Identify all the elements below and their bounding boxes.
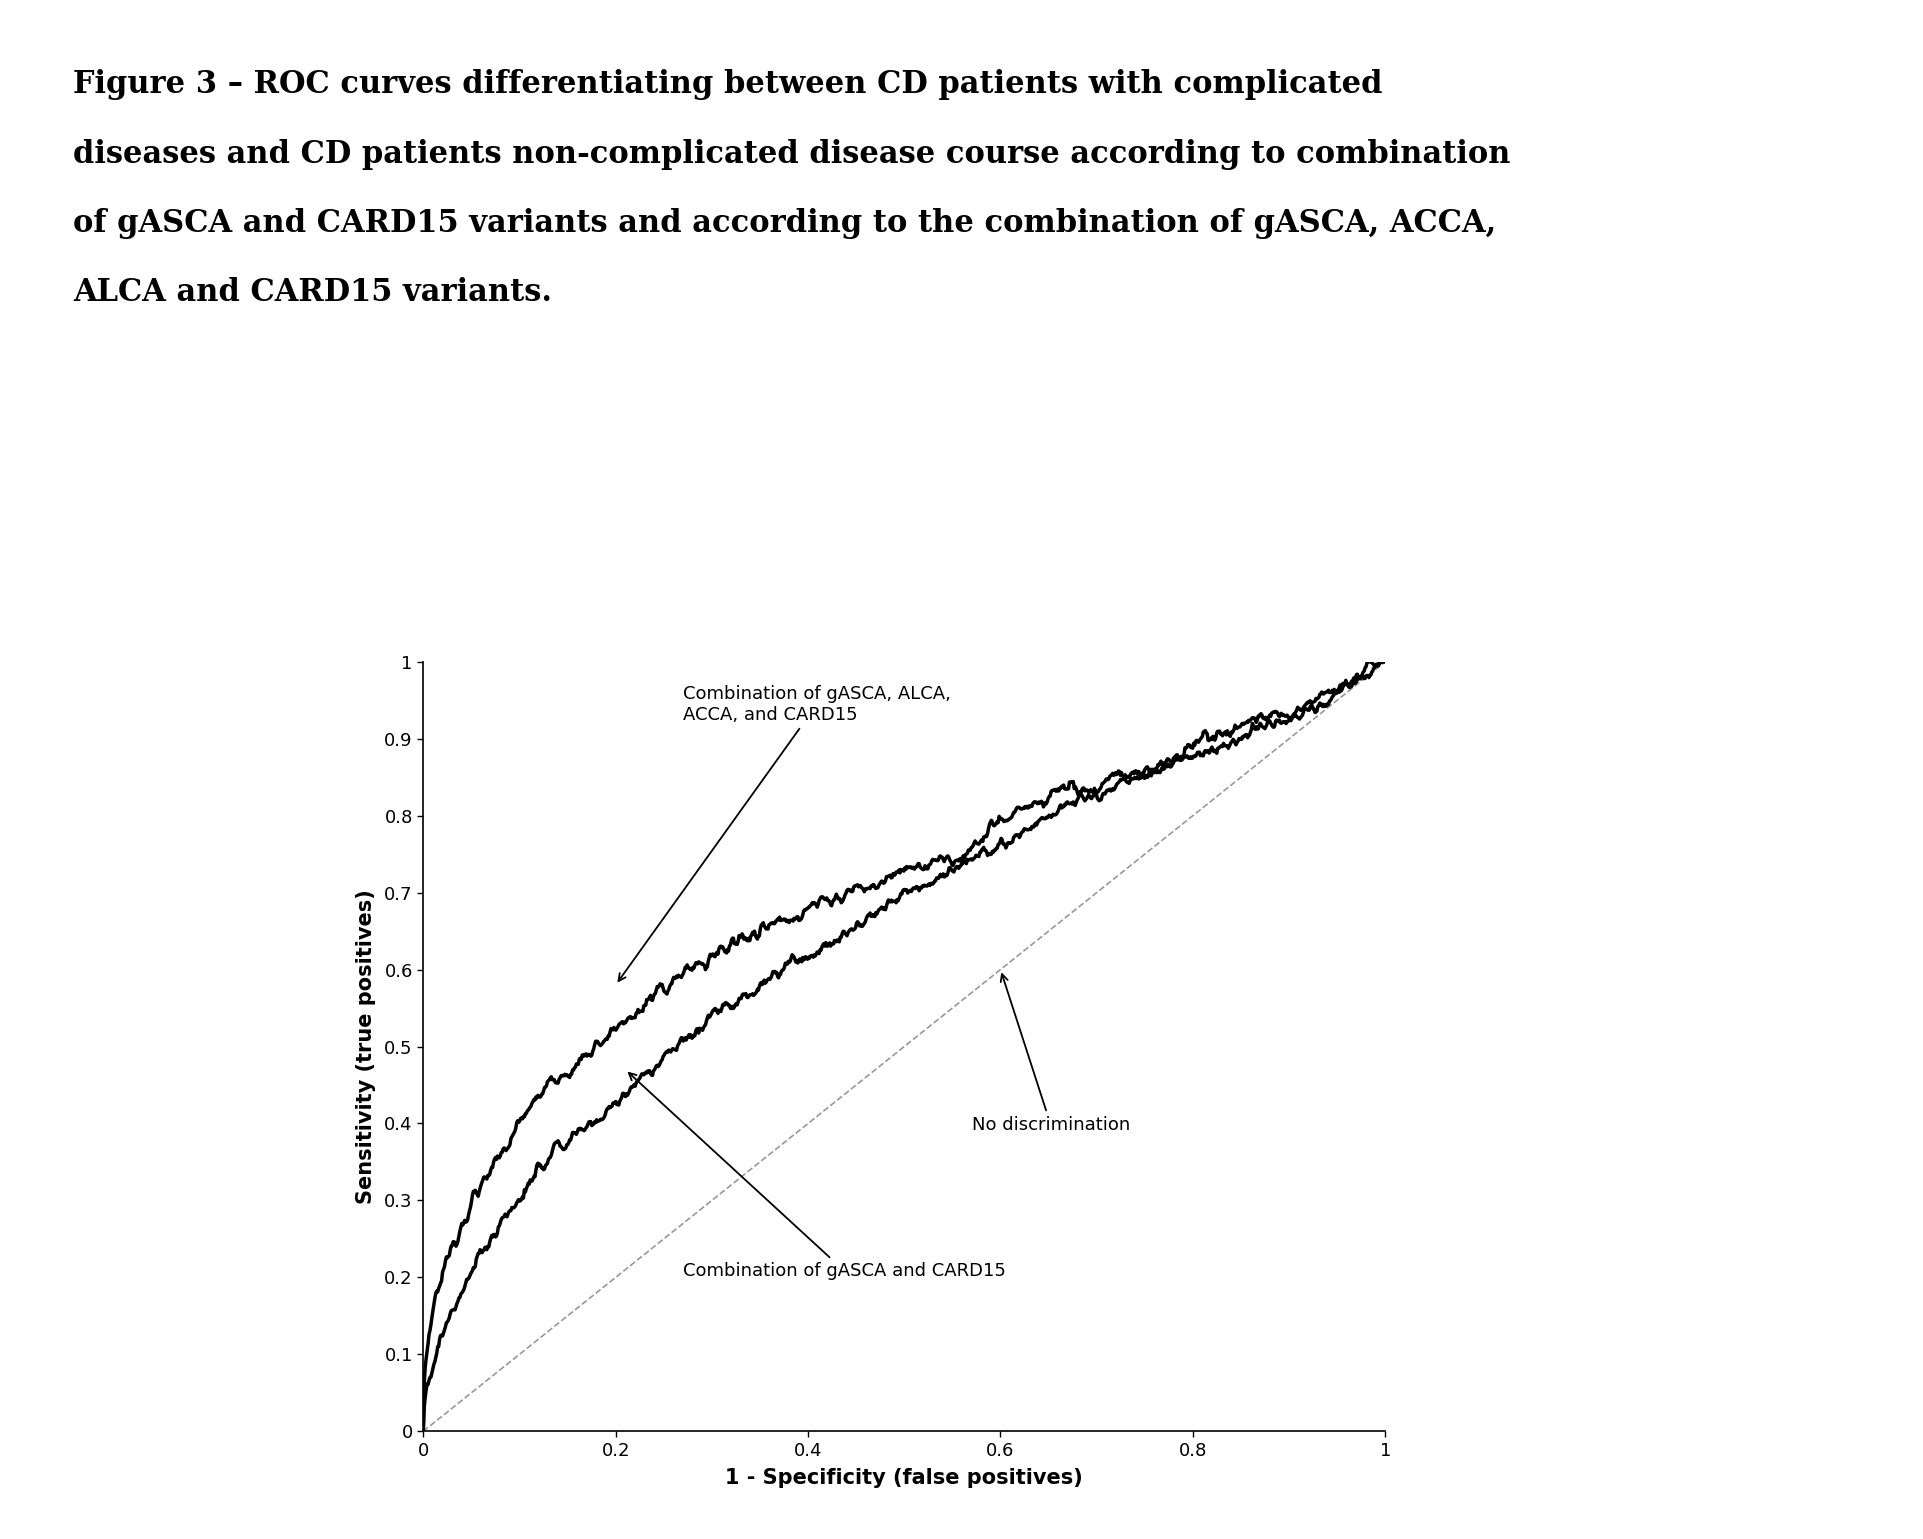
Y-axis label: Sensitivity (true positives): Sensitivity (true positives) [356, 890, 375, 1203]
X-axis label: 1 - Specificity (false positives): 1 - Specificity (false positives) [725, 1468, 1083, 1488]
Text: diseases and CD patients non-complicated disease course according to combination: diseases and CD patients non-complicated… [73, 139, 1510, 169]
Text: ALCA and CARD15 variants.: ALCA and CARD15 variants. [73, 277, 552, 308]
Text: No discrimination: No discrimination [971, 974, 1129, 1134]
Text: Figure 3 – ROC curves differentiating between CD patients with complicated: Figure 3 – ROC curves differentiating be… [73, 69, 1383, 100]
Text: of gASCA and CARD15 variants and according to the combination of gASCA, ACCA,: of gASCA and CARD15 variants and accordi… [73, 208, 1496, 239]
Text: Combination of gASCA and CARD15: Combination of gASCA and CARD15 [629, 1073, 1006, 1280]
Text: Combination of gASCA, ALCA,
ACCA, and CARD15: Combination of gASCA, ALCA, ACCA, and CA… [617, 685, 950, 980]
